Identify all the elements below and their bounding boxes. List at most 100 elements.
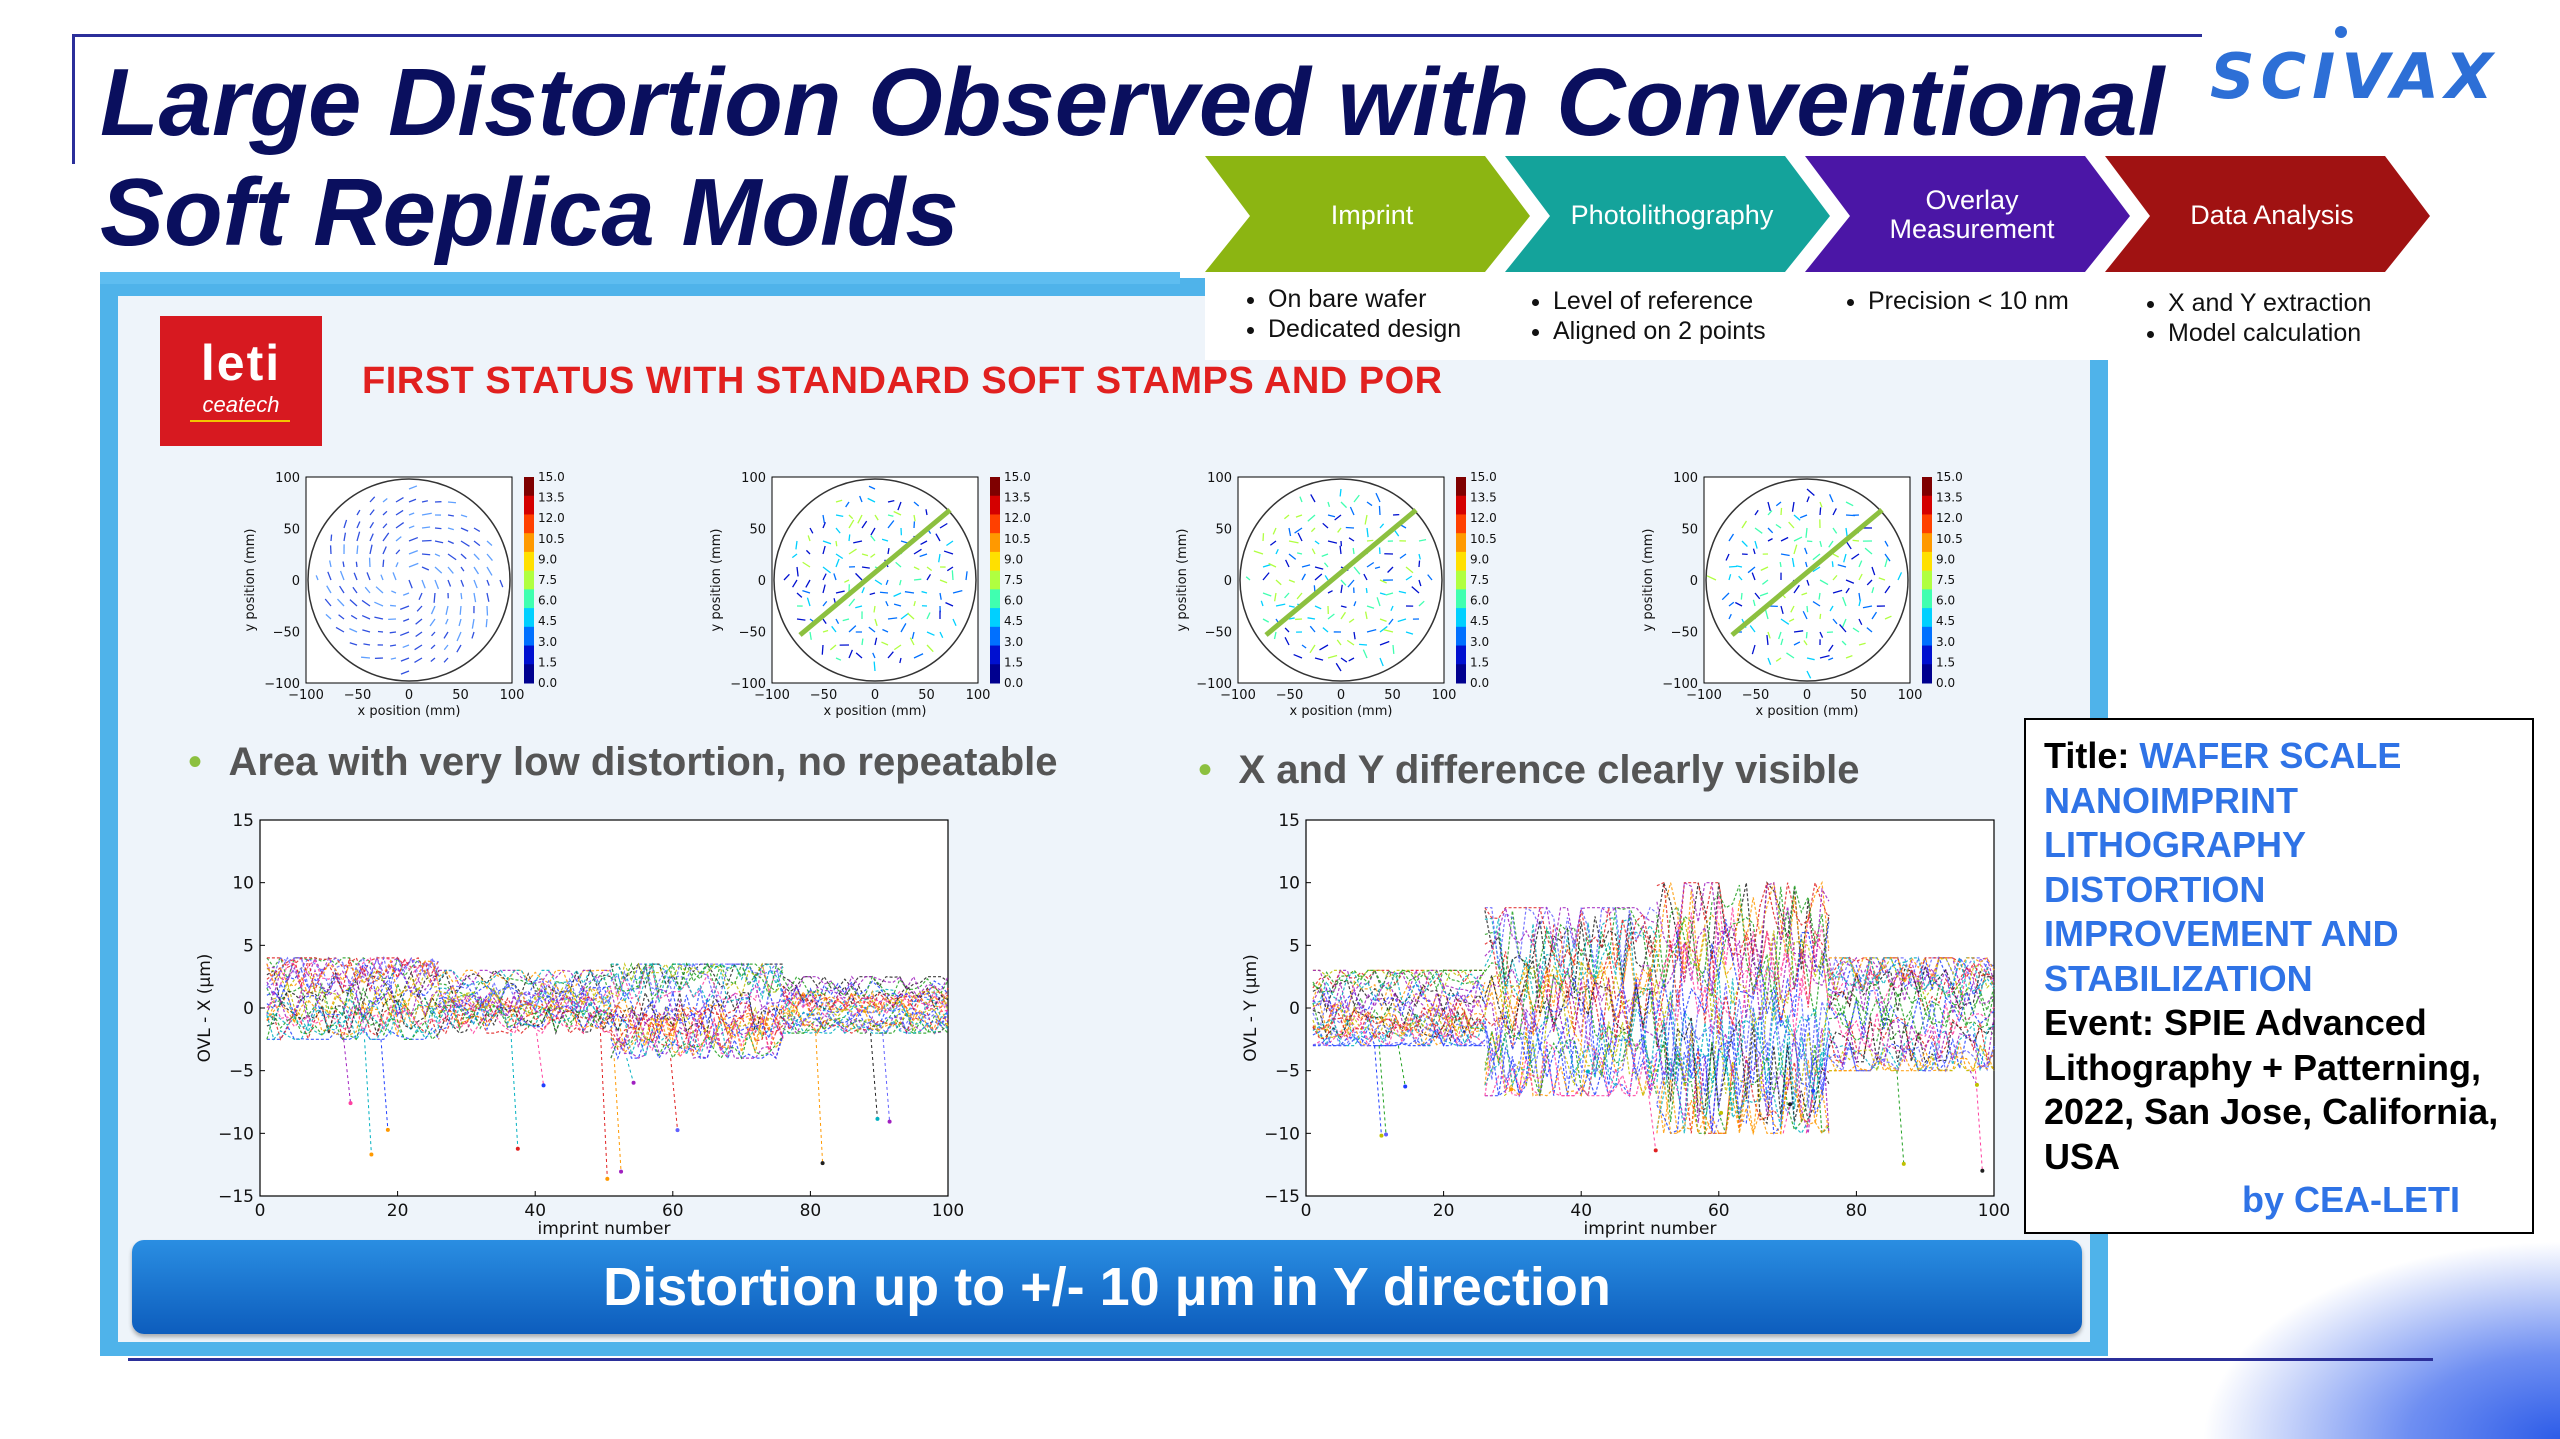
vector-arrow [1819, 579, 1829, 586]
y-tick-label: 0 [243, 999, 254, 1019]
vector-arrow [330, 534, 333, 542]
data-series [1828, 1017, 1995, 1069]
vector-arrow [805, 579, 811, 588]
colorbar-tick-label: 3.0 [1004, 635, 1023, 649]
vector-arrow [1866, 579, 1873, 586]
vector-arrow [874, 514, 879, 521]
vector-arrow [390, 604, 397, 607]
colorbar-segment [524, 608, 534, 628]
vector-arrow [1852, 539, 1860, 542]
vector-arrow [395, 496, 404, 503]
outlier-point [875, 1116, 880, 1121]
vector-arrow [395, 522, 405, 529]
vector-arrow [926, 631, 935, 636]
data-series [1312, 969, 1486, 992]
data-series [782, 1014, 949, 1035]
vector-arrow [1871, 611, 1878, 620]
data-series [438, 1001, 612, 1029]
vector-arrow [926, 612, 931, 620]
wafer-outline [773, 478, 977, 682]
vector-arrow [1832, 527, 1838, 534]
colorbar-segment [1922, 477, 1932, 497]
vector-arrow [1385, 592, 1394, 596]
vector-arrow [1275, 603, 1286, 607]
colorbar-segment [1456, 551, 1466, 572]
vector-arrow [1327, 590, 1333, 594]
vector-arrow [1272, 527, 1277, 535]
colorbar-tick-label: 4.5 [1004, 614, 1023, 628]
vector-arrow [1738, 575, 1743, 581]
vector-arrow [913, 578, 922, 581]
vector-arrow [408, 562, 419, 568]
colorbar-tick-label: 13.5 [1936, 491, 1963, 505]
vector-arrow [361, 656, 371, 659]
vector-arrow [1791, 557, 1795, 568]
data-series [1656, 931, 1830, 1040]
vector-arrow [1347, 579, 1355, 588]
data-series [266, 981, 440, 1021]
colorbar-segment [524, 570, 534, 590]
vector-arrow [1818, 592, 1821, 600]
y-axis-label: y position (mm) [709, 529, 724, 632]
vector-arrow [1296, 592, 1303, 600]
vector-arrow [835, 499, 843, 503]
vector-arrow [415, 631, 423, 638]
vector-arrow [1301, 644, 1307, 649]
vector-arrow [473, 540, 481, 547]
y-tick-label: −100 [730, 677, 766, 692]
vector-arrow [1353, 631, 1356, 640]
colorbar-tick-label: 15.0 [538, 470, 565, 484]
vector-arrow [1337, 527, 1342, 533]
vector-arrow [1353, 601, 1357, 607]
vector-arrow [802, 561, 811, 568]
data-series [438, 989, 612, 1017]
vector-arrow [1728, 565, 1738, 568]
data-series [438, 980, 611, 1010]
vector-arrow [848, 625, 857, 633]
vector-arrow [893, 592, 902, 597]
vector-arrow [1747, 566, 1756, 574]
data-series [782, 980, 949, 1007]
vector-arrow [1273, 592, 1277, 602]
vector-arrow [443, 657, 449, 663]
vector-arrow [415, 618, 423, 625]
vector-arrow [366, 572, 371, 581]
wafer-map-4: 100 50 0 −50 −100−100 −50 0 50 100 x position (mm… [1641, 470, 1963, 719]
outlier-point [541, 1083, 546, 1088]
data-series [266, 1012, 440, 1041]
colorbar-segment [1456, 626, 1466, 647]
vector-arrow [1819, 613, 1822, 620]
outlier-point [631, 1080, 636, 1085]
vector-arrow [920, 540, 928, 546]
list-item: X and Y extraction [2168, 288, 2371, 318]
vector-arrow [887, 548, 890, 555]
data-series [1312, 1006, 1486, 1040]
data-series [782, 1018, 949, 1034]
data-series [266, 956, 440, 976]
vector-arrow [447, 514, 454, 517]
vector-arrow [1819, 654, 1830, 659]
vector-arrow [408, 512, 415, 516]
data-series [610, 1003, 784, 1045]
vector-arrow [1819, 507, 1822, 516]
step-overlay-items: Precision < 10 nm [1840, 286, 2069, 316]
x-tick-label: 20 [387, 1201, 409, 1221]
data-series [1484, 960, 1658, 1037]
data-series [1828, 1002, 1995, 1052]
data-series [1312, 979, 1486, 1014]
vector-arrow [1314, 566, 1324, 570]
vector-arrow [1379, 657, 1384, 667]
vector-arrow [783, 573, 790, 581]
x-tick-label: 50 [1384, 688, 1401, 703]
vector-arrow [434, 527, 442, 530]
colorbar-tick-label: 10.5 [1470, 532, 1497, 546]
data-series [1656, 918, 1830, 1028]
x-tick-label: −50 [344, 688, 371, 703]
colorbar-tick-label: 9.0 [1470, 552, 1489, 566]
vector-arrow [796, 566, 799, 577]
vector-arrow [329, 560, 332, 568]
data-series [1312, 1027, 1486, 1048]
vector-arrow [1780, 618, 1790, 625]
